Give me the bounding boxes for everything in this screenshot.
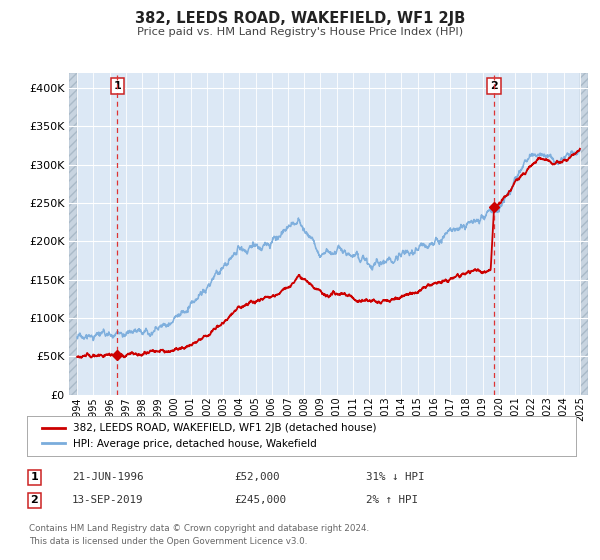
Text: 13-SEP-2019: 13-SEP-2019 bbox=[72, 495, 143, 505]
Legend: 382, LEEDS ROAD, WAKEFIELD, WF1 2JB (detached house), HPI: Average price, detach: 382, LEEDS ROAD, WAKEFIELD, WF1 2JB (det… bbox=[38, 419, 381, 453]
Text: 2: 2 bbox=[490, 81, 498, 91]
Text: 1: 1 bbox=[113, 81, 121, 91]
Text: 2% ↑ HPI: 2% ↑ HPI bbox=[366, 495, 418, 505]
Text: This data is licensed under the Open Government Licence v3.0.: This data is licensed under the Open Gov… bbox=[29, 538, 307, 547]
Text: £52,000: £52,000 bbox=[234, 472, 280, 482]
Bar bbox=[580, 73, 588, 395]
Text: £245,000: £245,000 bbox=[234, 495, 286, 505]
Text: 21-JUN-1996: 21-JUN-1996 bbox=[72, 472, 143, 482]
Text: 31% ↓ HPI: 31% ↓ HPI bbox=[366, 472, 425, 482]
Bar bbox=[69, 73, 77, 395]
Text: Contains HM Land Registry data © Crown copyright and database right 2024.: Contains HM Land Registry data © Crown c… bbox=[29, 524, 369, 533]
Text: 1: 1 bbox=[31, 472, 38, 482]
Text: Price paid vs. HM Land Registry's House Price Index (HPI): Price paid vs. HM Land Registry's House … bbox=[137, 27, 463, 37]
Text: 382, LEEDS ROAD, WAKEFIELD, WF1 2JB: 382, LEEDS ROAD, WAKEFIELD, WF1 2JB bbox=[135, 11, 465, 26]
Text: 2: 2 bbox=[31, 495, 38, 505]
